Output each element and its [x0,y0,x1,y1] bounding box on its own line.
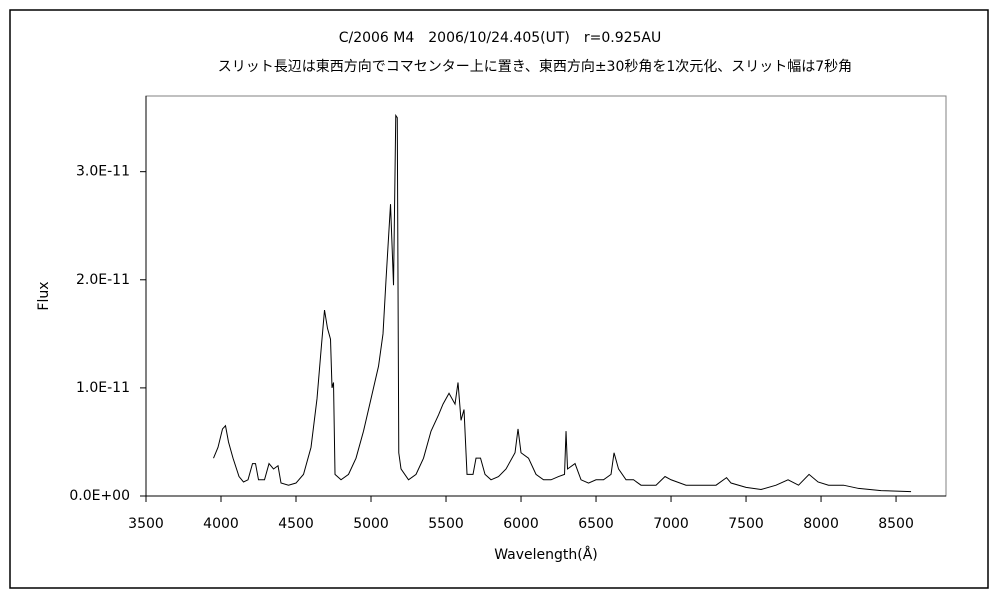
x-tick-label: 4000 [203,516,239,532]
y-axis-label: Flux [36,281,52,310]
x-tick-label: 3500 [128,516,164,532]
x-tick-label: 8500 [878,516,914,532]
x-tick-label: 8000 [803,516,839,532]
x-tick-label: 7000 [653,516,689,532]
x-tick-label: 6500 [578,516,614,532]
x-tick-label: 5500 [428,516,464,532]
y-tick-label: 2.0E-11 [76,272,130,288]
y-tick-label: 1.0E-11 [76,380,130,396]
chart-border [9,9,989,589]
x-tick-label: 6000 [503,516,539,532]
y-tick-label: 3.0E-11 [76,164,130,180]
y-tick-label: 0.0E+00 [69,488,130,504]
chart-title: C/2006 M4 2006/10/24.405(UT) r=0.925AU [339,30,662,46]
x-tick-label: 4500 [278,516,314,532]
x-axis-label: Wavelength(Å) [494,546,598,563]
x-tick-label: 7500 [728,516,764,532]
spectrum-line [213,113,912,493]
x-tick-label: 5000 [353,516,389,532]
chart-subtitle: スリット長辺は東西方向でコマセンター上に置き、東西方向±30秒角を1次元化、スリ… [218,59,852,75]
